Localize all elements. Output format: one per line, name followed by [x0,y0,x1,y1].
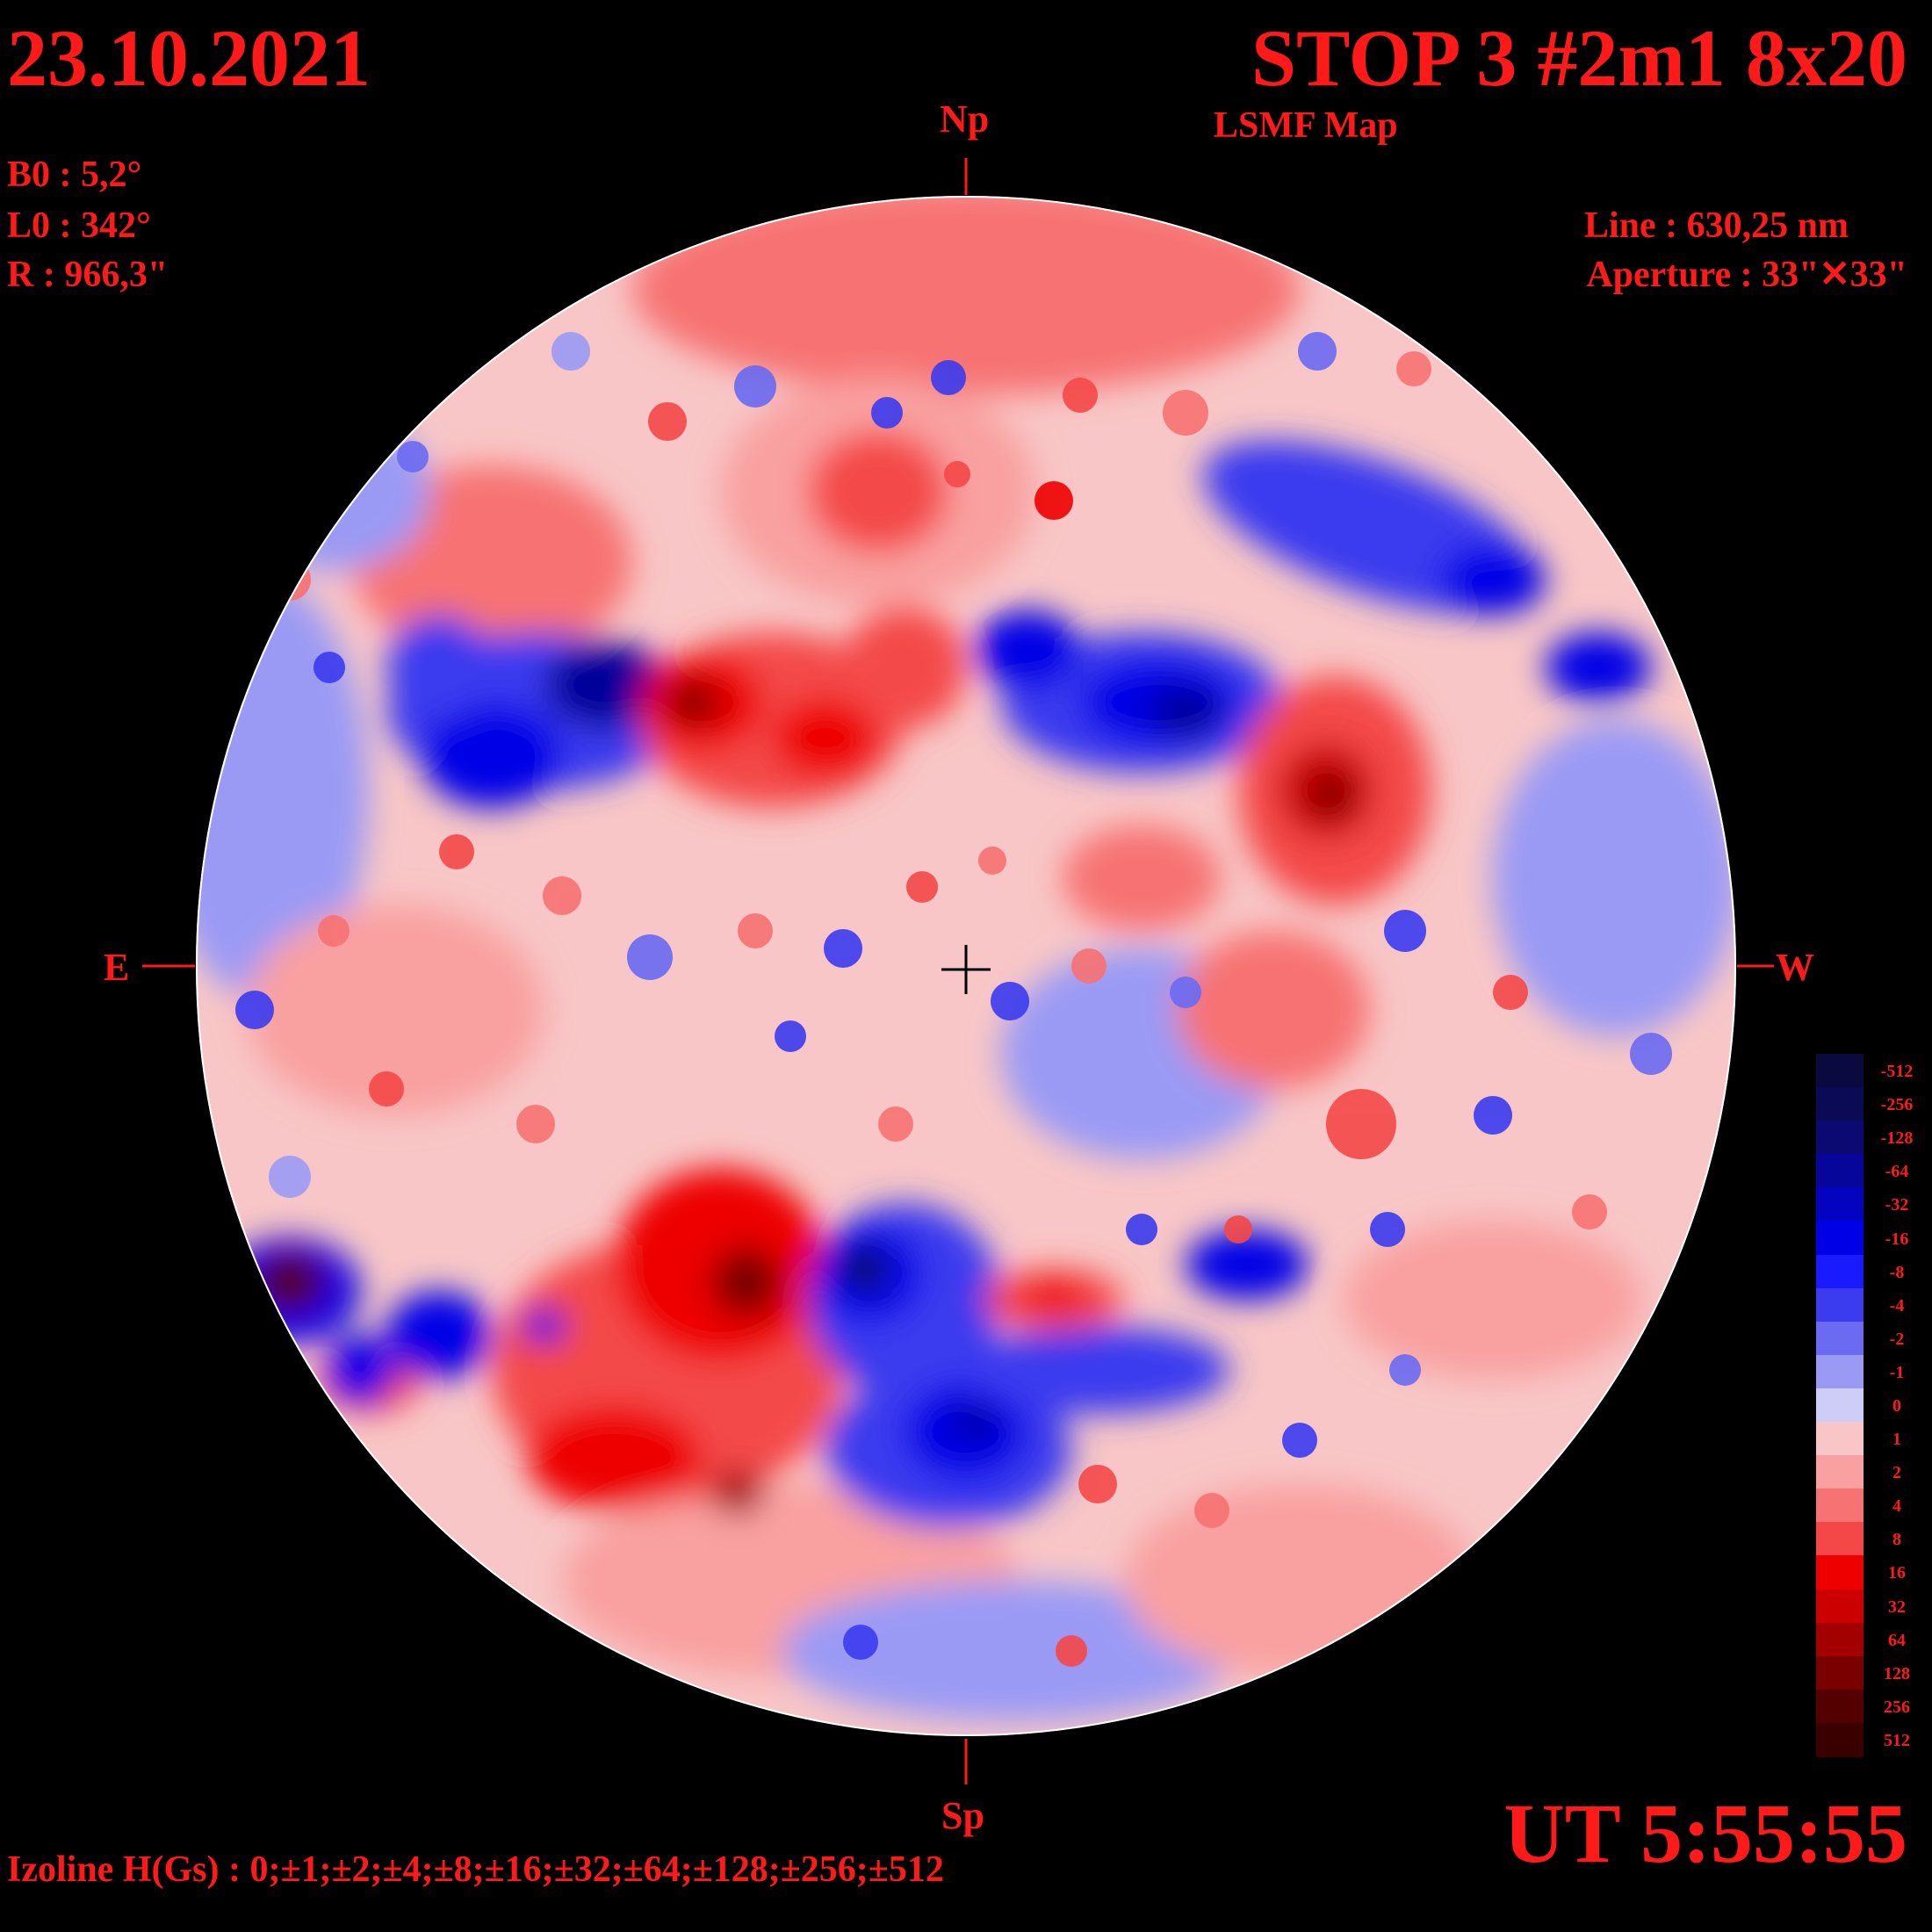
izoline-levels: Izoline H(Gs) : 0;±1;±2;±4;±8;±16;±32;±6… [7,1849,944,1890]
color-scale-cell [1816,1054,1864,1089]
color-scale-label: -256 [1880,1095,1914,1115]
color-scale-cell [1816,1455,1864,1490]
color-scale-cell [1816,1287,1864,1323]
color-scale-cell [1816,1722,1864,1757]
color-scale-label: 128 [1884,1663,1910,1683]
west-label: W [1776,946,1814,989]
map-title: STOP 3 #2m1 8x20 [1251,13,1907,103]
l0-value: L0 : 342° [7,205,151,246]
color-scale-cell [1816,1555,1864,1590]
color-scale-cell [1816,1221,1864,1256]
color-scale-label: -32 [1885,1195,1909,1215]
color-scale-label: 0 [1892,1396,1901,1416]
north-pole-label: Np [940,97,990,141]
line-wavelength: Line : 630,25 nm [1583,205,1849,246]
ut-time: UT 5:55:55 [1503,1786,1907,1880]
color-scale-cell [1816,1422,1864,1457]
color-scale-label: -8 [1889,1262,1905,1282]
color-scale-cell [1816,1121,1864,1156]
color-scale-label: -64 [1885,1162,1909,1182]
color-scale-label: 256 [1884,1697,1910,1717]
color-scale-cell [1816,1489,1864,1524]
color-scale-label: 64 [1888,1630,1906,1650]
color-scale-legend: -512 -256 -128 -64 -32 -16 -8 -4 -2 -1 0 1 2 4 8 16 32 64… [1816,1054,1927,1757]
color-scale-label: -128 [1880,1128,1914,1149]
color-scale-label: -2 [1889,1329,1905,1349]
aperture-size: Aperture : 33"✕33" [1586,255,1907,295]
east-label: E [104,946,130,989]
disk-center-crosshair-icon [941,945,991,994]
radius-value: R : 966,3" [7,255,169,295]
color-scale-cell [1816,1388,1864,1424]
b0-value: B0 : 5,2° [7,155,142,195]
color-scale-cell [1816,1321,1864,1356]
color-scale-label: -16 [1885,1229,1909,1249]
color-scale-label: 4 [1892,1496,1901,1517]
color-scale-label: -1 [1889,1362,1905,1382]
color-scale-cell [1816,1655,1864,1690]
color-scale-label: 8 [1892,1530,1901,1550]
color-scale-cell [1816,1154,1864,1189]
color-scale-cell [1816,1187,1864,1222]
date-label: 23.10.2021 [7,13,371,103]
color-scale-cell [1816,1087,1864,1122]
color-scale-cell [1816,1522,1864,1557]
south-pole-label: Sp [941,1794,984,1837]
color-scale-label: 32 [1888,1597,1906,1617]
map-subtitle: LSMF Map [1214,105,1398,146]
color-scale-cell [1816,1254,1864,1289]
solar-disk [196,196,1736,1736]
color-scale-cell [1816,1689,1864,1724]
color-scale-label: 16 [1888,1563,1906,1583]
color-scale-cell [1816,1354,1864,1389]
color-scale-cell [1816,1622,1864,1657]
color-scale-label: 2 [1892,1463,1901,1483]
color-scale-label: -4 [1889,1295,1905,1316]
color-scale-label: 512 [1884,1730,1910,1750]
color-scale-label: 1 [1892,1430,1901,1450]
color-scale-label: -512 [1880,1062,1914,1082]
color-scale-cell [1816,1589,1864,1624]
